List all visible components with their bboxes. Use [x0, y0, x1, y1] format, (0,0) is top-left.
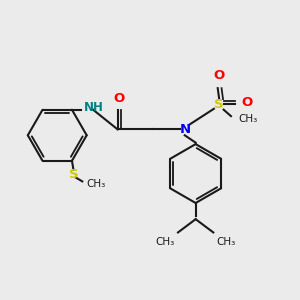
Text: O: O	[242, 96, 253, 110]
Text: CH₃: CH₃	[216, 237, 236, 247]
Text: S: S	[214, 98, 224, 111]
Text: S: S	[69, 167, 78, 181]
Text: CH₃: CH₃	[238, 114, 258, 124]
Text: O: O	[114, 92, 125, 105]
Text: CH₃: CH₃	[156, 237, 175, 247]
Text: CH₃: CH₃	[87, 179, 106, 189]
Text: NH: NH	[84, 101, 103, 114]
Text: N: N	[180, 123, 191, 136]
Text: O: O	[214, 69, 225, 82]
